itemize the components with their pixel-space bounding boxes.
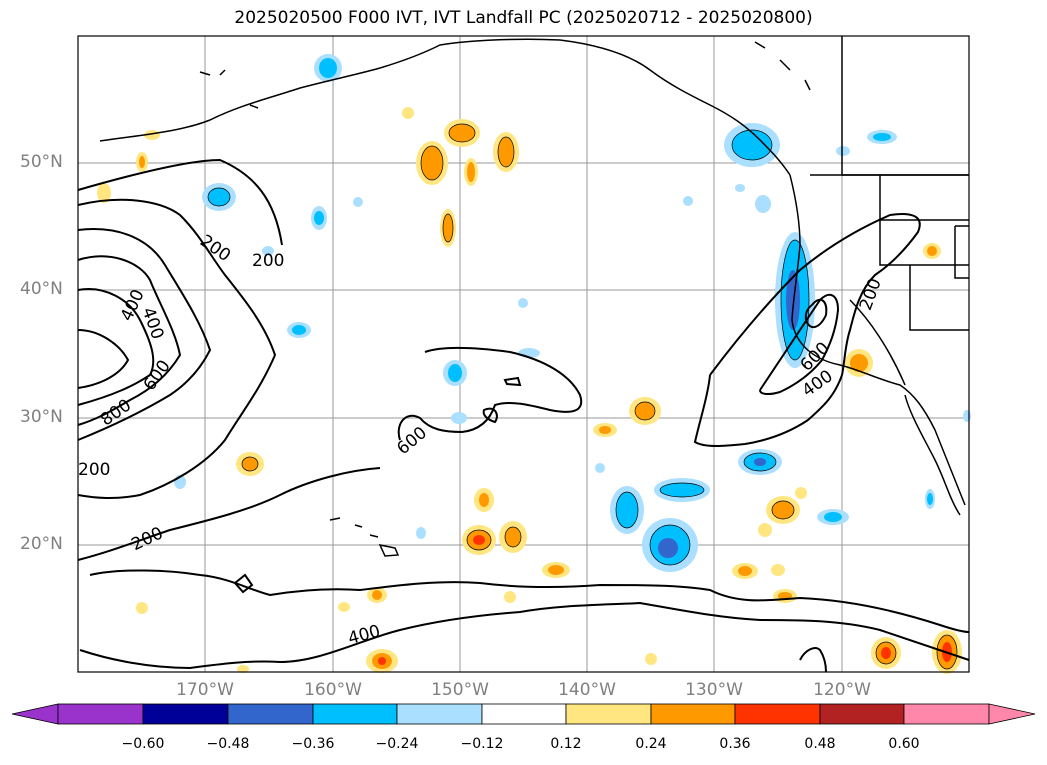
- colorbar-segment: [481, 703, 567, 725]
- positive-pc-shading: [97, 107, 962, 674]
- colorbar-segment: [57, 703, 144, 725]
- colorbar-tick: 0.24: [635, 736, 667, 752]
- lon-label-170w: 170°W: [176, 680, 234, 700]
- graticule: [78, 36, 969, 672]
- colorbar-tick: 0.36: [719, 736, 751, 752]
- lat-label-40n: 40°N: [20, 279, 63, 299]
- colorbar-tick: −0.24: [375, 736, 419, 752]
- colorbar-segment: [650, 703, 736, 725]
- colorbar-segment: [819, 703, 905, 725]
- colorbar: [11, 703, 1036, 725]
- lat-label-20n: 20°N: [20, 534, 63, 554]
- colorbar-extend-low: [11, 703, 59, 725]
- colorbar-tick: −0.48: [206, 736, 250, 752]
- negative-pc-shading: [174, 54, 971, 572]
- colorbar-segment: [227, 703, 314, 725]
- colorbar-tick: −0.12: [460, 736, 504, 752]
- lat-label-30n: 30°N: [20, 407, 63, 427]
- ivt-contours: [77, 158, 970, 673]
- map-border: [77, 35, 970, 673]
- colorbar-extend-high: [988, 703, 1036, 725]
- contour-label: 200: [78, 460, 110, 480]
- pc-outline-contours: [207, 123, 958, 670]
- colorbar-segment: [565, 703, 652, 725]
- colorbar-segment: [142, 703, 229, 725]
- colorbar-segment: [734, 703, 821, 725]
- colorbar-tick: 0.12: [550, 736, 582, 752]
- colorbar-segment: [312, 703, 398, 725]
- lat-label-50n: 50°N: [20, 152, 63, 172]
- contour-label: 200: [252, 251, 284, 271]
- colorbar-segment: [903, 703, 990, 725]
- colorbar-tick: 0.60: [888, 736, 920, 752]
- colorbar-tick: −0.60: [121, 736, 165, 752]
- lon-label-160w: 160°W: [304, 680, 362, 700]
- lon-label-150w: 150°W: [431, 680, 489, 700]
- lon-label-130w: 130°W: [685, 680, 743, 700]
- lon-label-120w: 120°W: [813, 680, 871, 700]
- colorbar-tick: −0.36: [291, 736, 335, 752]
- colorbar-segment: [396, 703, 483, 725]
- map-title: 2025020500 F000 IVT, IVT Landfall PC (20…: [234, 8, 813, 28]
- lon-label-140w: 140°W: [558, 680, 616, 700]
- colorbar-tick: 0.48: [804, 736, 836, 752]
